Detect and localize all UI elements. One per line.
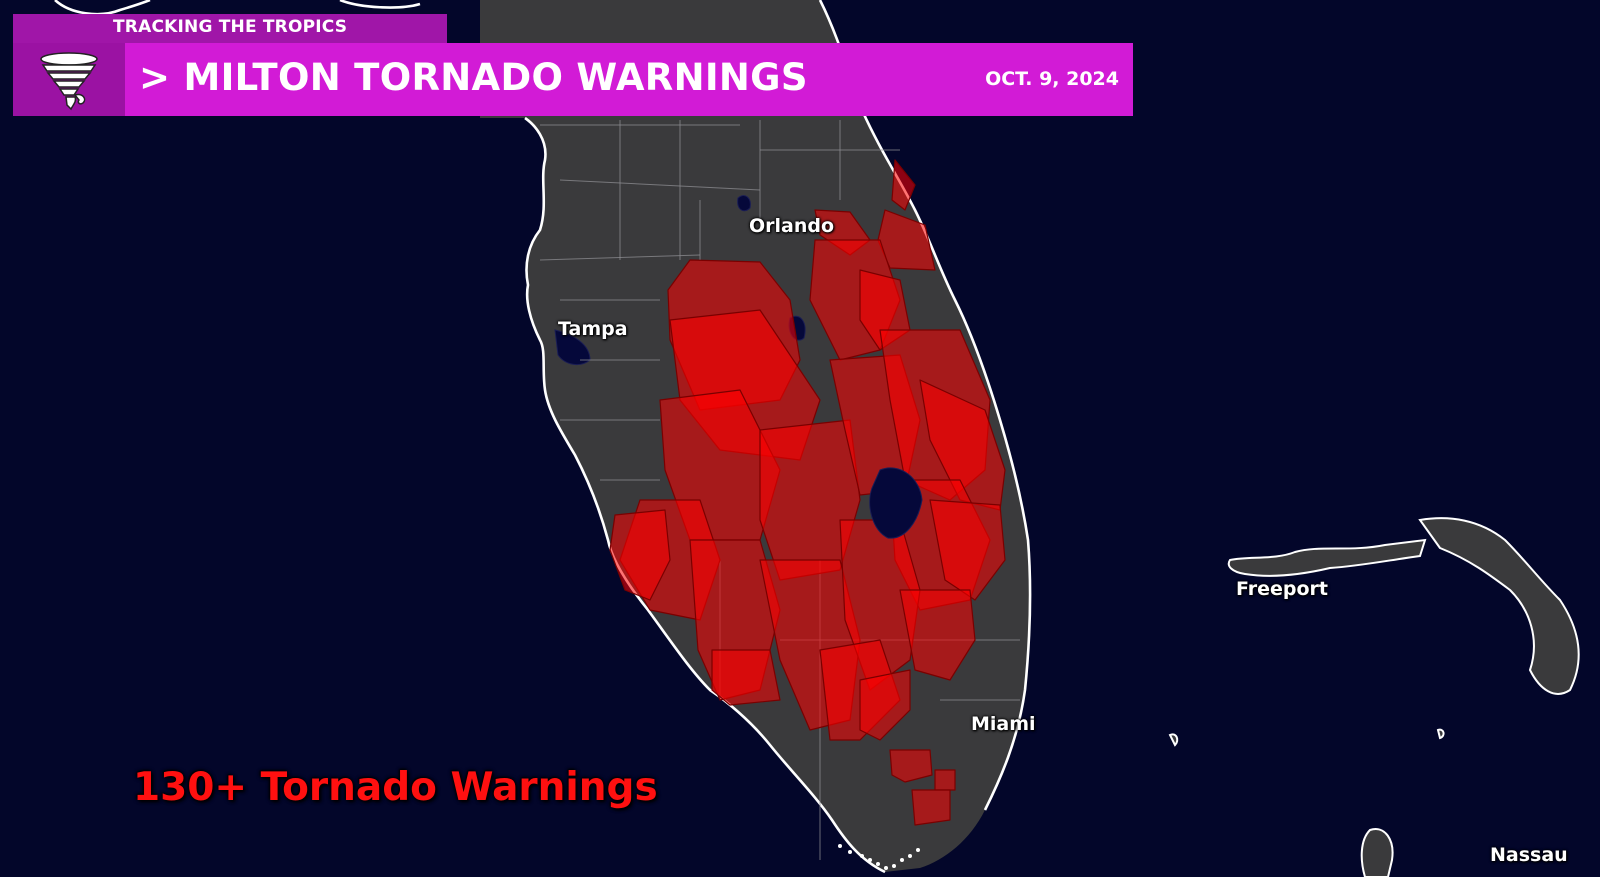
city-label-tampa: Tampa (558, 318, 628, 340)
page-title: > MILTON TORNADO WARNINGS (139, 56, 808, 99)
warning-polygon (929, 499, 1006, 601)
northwest-coastline (54, 0, 151, 16)
brand-tab: TRACKING THE TROPICS (13, 14, 447, 43)
warning-polygon (891, 159, 916, 211)
florida-west-coast (524, 116, 886, 874)
warning-polygon (877, 209, 936, 271)
warning-count-label: 130+ Tornado Warnings (133, 765, 658, 810)
warning-polygon (911, 789, 951, 826)
abaco-island (1418, 517, 1580, 695)
tornado-warning-polygons (609, 159, 1006, 826)
warning-polygon (889, 749, 933, 783)
florida-east-coast (818, 0, 1032, 811)
warning-polygon (609, 509, 671, 601)
city-label-miami: Miami (971, 713, 1036, 735)
florida-keys (838, 844, 920, 870)
lake-okeechobee (869, 467, 923, 539)
city-label-orlando: Orlando (749, 215, 835, 237)
warning-polygon (711, 649, 781, 706)
northwest-coastline-2 (339, 0, 421, 9)
tornado-icon (40, 52, 98, 111)
city-label-nassau: Nassau (1490, 844, 1568, 866)
date-label: OCT. 9, 2024 (985, 68, 1119, 90)
title-bar: > MILTON TORNADO WARNINGS OCT. 9, 2024 (125, 43, 1133, 116)
warning-polygon (899, 589, 976, 681)
warning-polygon (859, 669, 911, 741)
small-island-2 (1436, 728, 1445, 740)
icon-box (13, 43, 125, 116)
grand-bahama-island (1227, 538, 1427, 577)
orlando-lake (737, 195, 751, 212)
warning-polygon (934, 769, 956, 791)
small-island (1168, 733, 1179, 747)
andros-island (1360, 828, 1394, 877)
city-label-freeport: Freeport (1236, 578, 1329, 600)
brand-tab-label: TRACKING THE TROPICS (113, 17, 348, 37)
